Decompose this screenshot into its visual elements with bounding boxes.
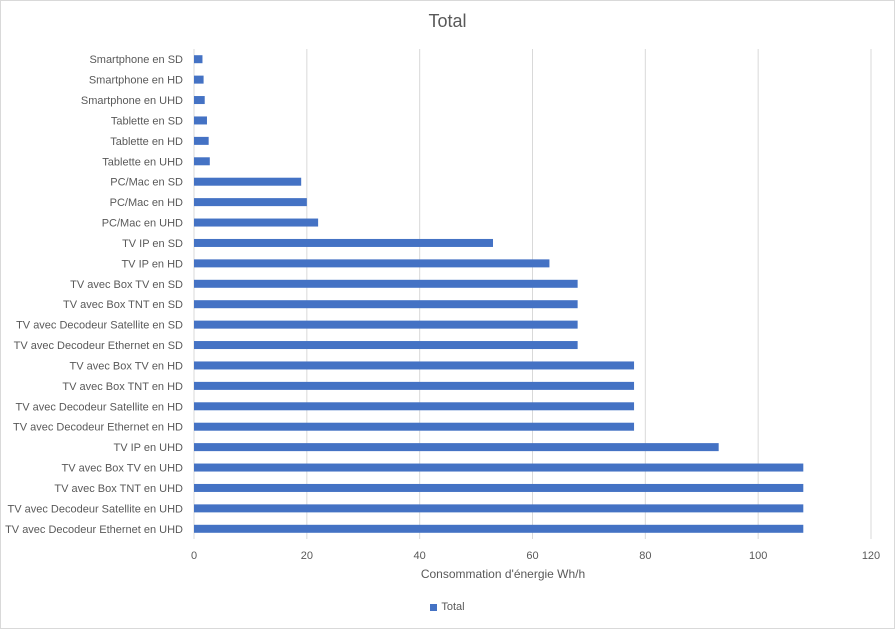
category-label: TV avec Decodeur Satellite en HD bbox=[15, 401, 183, 413]
bar bbox=[194, 320, 578, 329]
category-label: TV avec Box TV en SD bbox=[70, 279, 183, 291]
bar bbox=[194, 198, 307, 207]
bar bbox=[194, 218, 319, 227]
x-tick-label: 100 bbox=[749, 550, 767, 562]
bar bbox=[194, 96, 205, 105]
category-label: Tablette en HD bbox=[110, 136, 183, 148]
category-label: TV avec Box TV en UHD bbox=[62, 463, 184, 475]
bar bbox=[194, 483, 804, 492]
category-label: Smartphone en UHD bbox=[81, 95, 183, 107]
category-label: TV IP en UHD bbox=[114, 442, 184, 454]
bar bbox=[194, 238, 494, 247]
category-label: PC/Mac en HD bbox=[110, 197, 183, 209]
category-label: TV avec Decodeur Ethernet en UHD bbox=[5, 524, 183, 536]
bar bbox=[194, 177, 302, 186]
category-label: TV avec Decodeur Satellite en SD bbox=[16, 320, 183, 332]
bar bbox=[194, 422, 635, 431]
category-label: Tablette en UHD bbox=[102, 156, 183, 168]
category-label: TV avec Decodeur Ethernet en HD bbox=[13, 422, 183, 434]
gridlines bbox=[193, 49, 872, 539]
x-tick-labels: 0 20 40 60 80 100 120 bbox=[191, 550, 880, 562]
bar bbox=[194, 136, 209, 145]
bar bbox=[194, 361, 635, 370]
category-label: Smartphone en SD bbox=[89, 54, 183, 66]
bar bbox=[194, 116, 207, 125]
category-label: TV avec Decodeur Ethernet en SD bbox=[14, 340, 183, 352]
x-tick-label: 20 bbox=[301, 550, 313, 562]
category-label: TV IP en SD bbox=[122, 238, 183, 250]
category-label: TV IP en HD bbox=[121, 258, 183, 270]
bars bbox=[194, 55, 804, 533]
chart-title: Total bbox=[428, 11, 467, 31]
category-labels: Smartphone en SD Smartphone en HD Smartpho… bbox=[5, 54, 183, 536]
bar bbox=[194, 524, 804, 533]
bar bbox=[194, 75, 204, 84]
x-tick-label: 80 bbox=[639, 550, 651, 562]
category-label: TV avec Box TNT en UHD bbox=[54, 483, 183, 495]
category-label: TV avec Box TNT en HD bbox=[62, 381, 183, 393]
x-tick-label: 40 bbox=[414, 550, 426, 562]
bar bbox=[194, 259, 550, 268]
category-label: PC/Mac en UHD bbox=[102, 218, 183, 230]
bar bbox=[194, 463, 804, 472]
category-label: TV avec Box TNT en SD bbox=[63, 299, 183, 311]
bar bbox=[194, 55, 203, 64]
category-label: TV avec Box TV en HD bbox=[69, 360, 183, 372]
bar bbox=[194, 300, 578, 309]
bar bbox=[194, 443, 719, 452]
bar bbox=[194, 341, 578, 350]
legend-label: Total bbox=[441, 601, 465, 614]
bar bbox=[194, 381, 635, 390]
x-axis-title: Consommation d'énergie Wh/h bbox=[421, 567, 585, 581]
category-label: Tablette en SD bbox=[111, 115, 183, 127]
legend-swatch bbox=[430, 603, 438, 611]
bar bbox=[194, 279, 578, 288]
x-tick-label: 0 bbox=[191, 550, 197, 562]
bar bbox=[194, 157, 210, 166]
legend: Total bbox=[1, 601, 894, 613]
x-tick-label: 60 bbox=[526, 550, 538, 562]
bar bbox=[194, 402, 635, 411]
bar bbox=[194, 504, 804, 513]
x-tick-label: 120 bbox=[862, 550, 880, 562]
category-label: TV avec Decodeur Satellite en UHD bbox=[8, 503, 184, 515]
category-label: Smartphone en HD bbox=[89, 75, 183, 87]
category-label: PC/Mac en SD bbox=[110, 177, 183, 189]
